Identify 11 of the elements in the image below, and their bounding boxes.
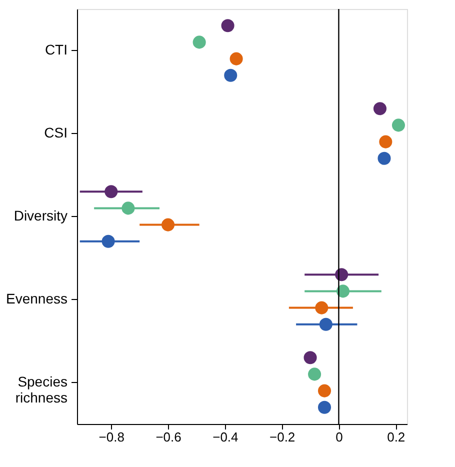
x-tick-label: −0.2 [269,430,296,444]
x-tick-label: 0 [336,430,343,444]
y-tick-label: Evenness [6,290,68,306]
x-tick-label: −0.8 [98,430,124,444]
y-tick-label: CTI [44,42,68,58]
x-tick-label: −0.4 [212,430,238,444]
y-tick-label: Species richness [15,374,68,406]
y-tick-label: Diversity [14,208,68,224]
x-tick-label: −0.6 [156,430,182,444]
y-tick-label: CSI [44,124,68,140]
x-tick-label: 0.2 [387,430,406,444]
